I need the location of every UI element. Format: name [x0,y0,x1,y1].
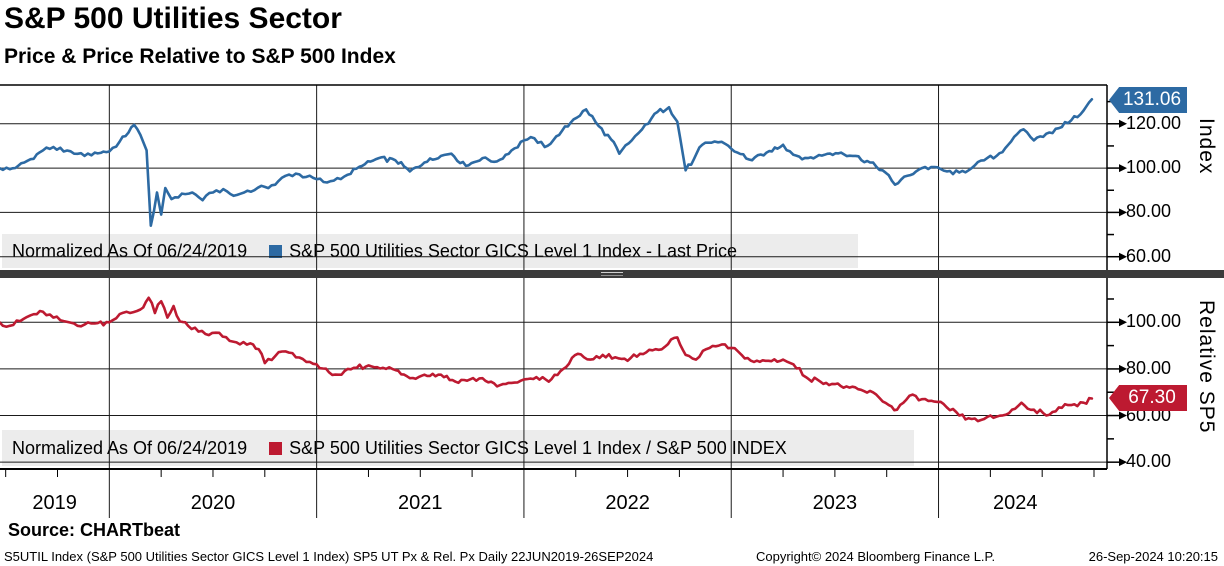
source-label: Source: CHARTbeat [8,520,181,540]
y-tick-label: 80.00 [1126,357,1172,378]
footer-timestamp: 26-Sep-2024 10:20:15 [1088,549,1218,564]
y-tick-label: 120.00 [1126,112,1182,133]
series-swatch-price [269,244,283,258]
y-tick-label: 100.00 [1126,311,1182,332]
footer-security-info: S5UTIL Index (S&P 500 Utilities Sector G… [4,549,654,564]
x-tick-label: 2020 [190,492,236,514]
panel-divider[interactable] [0,270,1224,278]
normalized-note-price: Normalized As Of 06/24/2019 [12,240,248,261]
legend-price-panel: Normalized As Of 06/24/2019 S&P 500 Util… [2,234,858,268]
series-label-relative: S&P 500 Utilities Sector GICS Level 1 In… [289,437,787,458]
x-tick-label: 2023 [812,492,858,514]
series-label-price: S&P 500 Utilities Sector GICS Level 1 In… [289,240,738,261]
legend-relative-panel: Normalized As Of 06/24/2019 S&P 500 Util… [2,430,914,466]
divider-drag-handle[interactable] [601,272,623,276]
normalized-note-relative: Normalized As Of 06/24/2019 [12,437,248,458]
last-value-badge-price: 131.06 [1109,87,1187,113]
page-title: S&P 500 Utilities Sector [4,2,342,35]
x-tick-label: 2019 [32,492,77,514]
page-subtitle: Price & Price Relative to S&P 500 Index [4,45,396,68]
y-axis-title-index: Index [1195,118,1218,175]
x-tick-label: 2022 [605,492,650,514]
y-tick-label: 60.00 [1126,245,1172,266]
y-tick-label: 40.00 [1126,451,1172,472]
y-axis-title-relative: Relative SP5 [1195,300,1218,434]
x-tick-label: 2024 [993,492,1038,514]
last-value-badge-relative: 67.30 [1109,385,1187,411]
y-tick-label: 100.00 [1126,157,1182,178]
x-tick-label: 2021 [398,492,443,514]
series-swatch-relative [269,441,283,455]
footer-copyright: Copyright© 2024 Bloomberg Finance L.P. [756,549,996,564]
y-tick-label: 80.00 [1126,201,1172,222]
